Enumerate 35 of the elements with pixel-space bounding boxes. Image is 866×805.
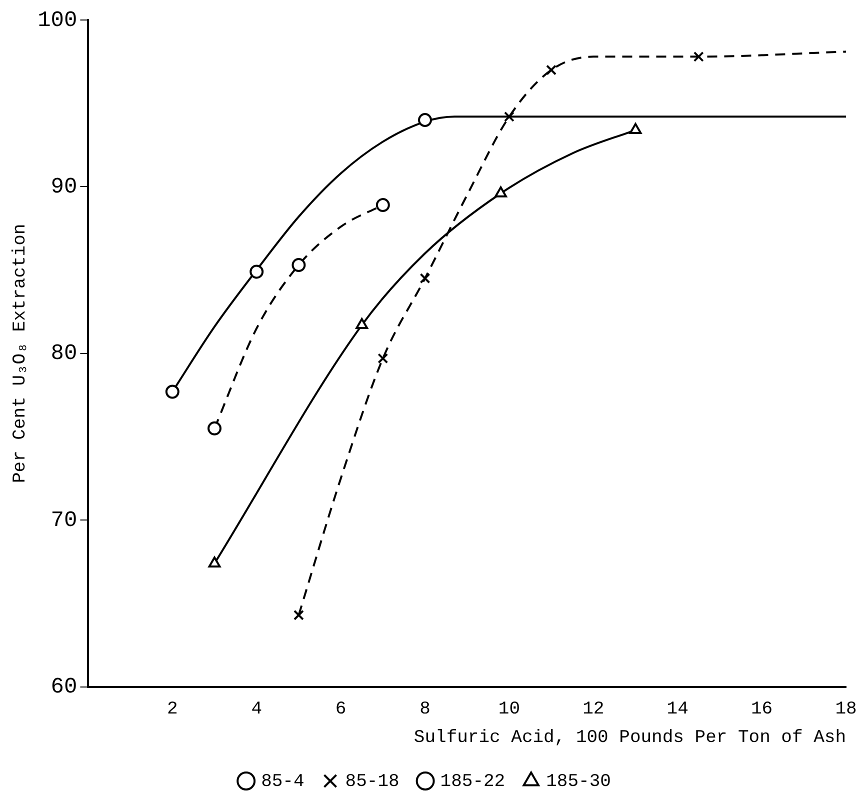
x-tick-label: 6 xyxy=(335,699,346,720)
point xyxy=(420,273,430,284)
point xyxy=(494,186,507,198)
x-tick-label: 2 xyxy=(167,699,178,720)
legend-label: 185-30 xyxy=(546,772,611,792)
x-tick-label: 16 xyxy=(750,699,773,720)
point xyxy=(293,610,304,620)
x-tick-label: 12 xyxy=(582,699,604,720)
y-tick-label: 100 xyxy=(38,8,78,33)
legend-label: 85-18 xyxy=(345,772,400,792)
point xyxy=(504,111,514,122)
y-axis-title: Per Cent U₃O₈ Extraction xyxy=(10,224,31,484)
point xyxy=(250,264,264,279)
point xyxy=(376,198,390,212)
x-axis-title: Sulfuric Acid, 100 Pounds Per Ton of Ash xyxy=(414,728,846,748)
x-tick-label: 8 xyxy=(420,699,430,720)
point xyxy=(208,421,222,436)
x-tick-label: 18 xyxy=(835,699,857,720)
x-tick-label: 10 xyxy=(498,699,520,720)
y-tick-label: 80 xyxy=(50,341,78,366)
point xyxy=(693,51,704,62)
point xyxy=(292,258,306,272)
x-tick-label: 4 xyxy=(251,699,262,720)
x-tick-label: 14 xyxy=(666,699,688,720)
point xyxy=(418,113,432,128)
y-tick-label: 60 xyxy=(50,674,78,700)
legend-label: 185-22 xyxy=(440,772,506,792)
point xyxy=(546,64,557,76)
y-tick-label: 70 xyxy=(50,508,78,533)
point xyxy=(378,353,388,364)
point xyxy=(629,123,642,134)
point xyxy=(356,318,368,330)
y-tick-label: 90 xyxy=(50,174,78,200)
legend-label: 85-4 xyxy=(261,772,304,792)
point xyxy=(165,384,180,399)
